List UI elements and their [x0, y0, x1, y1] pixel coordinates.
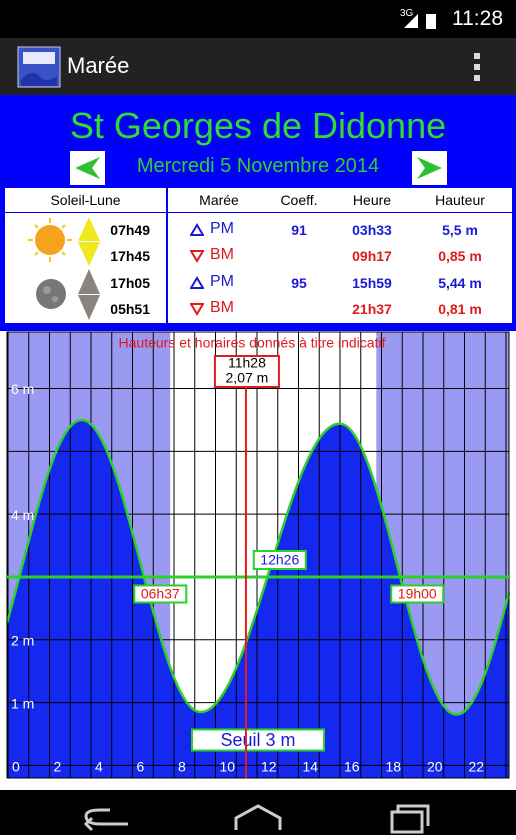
y-tick-label: 4 m — [11, 507, 34, 523]
nav-buttons[interactable] — [0, 790, 516, 835]
now-height: 2,07 m — [226, 370, 269, 386]
tide-height: 0,81 m — [438, 301, 482, 317]
threshold-label-box — [191, 728, 325, 752]
x-tick-label: 16 — [344, 759, 360, 775]
x-tick-label: 0 — [12, 759, 20, 775]
tide-height: 5,5 m — [442, 222, 478, 238]
place: St Georges de Didonne — [69, 105, 447, 146]
crossing-time-box — [390, 584, 445, 604]
sun-moon-icons — [28, 217, 100, 320]
x-tick-label: 14 — [303, 759, 319, 775]
tide-icon — [190, 250, 204, 263]
app-title: Marée — [67, 53, 130, 78]
date: Mercredi 5 Novembre 2014 — [136, 155, 380, 177]
tide-icon — [190, 223, 204, 236]
now-box — [213, 355, 280, 388]
tide-time: 03h33 — [352, 222, 392, 238]
x-tick-label: 8 — [178, 759, 186, 775]
x-tick-label: 18 — [386, 759, 402, 775]
tide-type: BM — [210, 246, 234, 263]
tide-curve — [5, 418, 511, 716]
tide-type: BM — [210, 299, 234, 316]
crossing-time-box — [133, 584, 188, 604]
threshold-label: Seuil 3 m — [220, 730, 295, 750]
tide-icon — [190, 276, 204, 289]
x-tick-label: 24 — [510, 759, 516, 775]
crossing-time: 19h00 — [398, 586, 437, 602]
x-tick-label: 4 — [95, 759, 103, 775]
header-cell: Heure — [352, 192, 392, 208]
tide-time: 21h37 — [352, 301, 392, 317]
now-time: 11h28 — [228, 355, 266, 371]
nav-bar — [0, 790, 516, 835]
moonset: 05h51 — [110, 301, 150, 317]
header-cell: Marée — [199, 192, 239, 208]
x-tick-label: 10 — [220, 759, 236, 775]
x-tick-label: 6 — [137, 759, 145, 775]
header-cell: Soleil-Lune — [50, 192, 121, 208]
duration-box — [252, 549, 307, 570]
chart-frame — [6, 331, 510, 779]
moonrise: 17h05 — [110, 275, 150, 291]
x-tick-label: 20 — [427, 759, 443, 775]
status-icons — [404, 14, 436, 29]
x-tick-label: 22 — [469, 759, 485, 775]
next-day[interactable] — [412, 151, 447, 185]
tide-time: 15h59 — [352, 275, 392, 291]
crossing-time: 06h37 — [141, 586, 180, 602]
col-rule — [166, 188, 168, 323]
sunset: 17h45 — [110, 248, 150, 264]
header-panel: St Georges de Didonne Mercredi 5 Novembr… — [0, 95, 516, 331]
duration: 12h26 — [260, 552, 299, 568]
tide-time: 09h17 — [352, 248, 392, 264]
y-tick-label: 1 m — [11, 695, 34, 711]
tide-type: PM — [210, 220, 234, 237]
x-tick-label: 2 — [54, 759, 62, 775]
tide-type: PM — [210, 273, 234, 290]
prev-day[interactable] — [70, 151, 105, 185]
x-tick-label: 12 — [261, 759, 277, 775]
status-bar: 3G 11:28 — [0, 0, 516, 38]
app-bar: Marée — [0, 38, 516, 95]
header-cell: Coeff. — [280, 192, 318, 208]
y-tick-label: 2 m — [11, 633, 34, 649]
tide-icon — [190, 303, 204, 316]
note: Hauteurs et horaires donnés à titre indi… — [119, 335, 386, 351]
y-tick-label: 6 m — [11, 381, 34, 397]
clock: 11:28 — [452, 7, 503, 30]
header-cell: Hauteur — [435, 192, 485, 208]
network: 3G — [400, 8, 414, 19]
coeff: 95 — [291, 275, 307, 291]
row-rule — [5, 212, 512, 213]
coeff: 91 — [291, 222, 307, 238]
tide-height: 0,85 m — [438, 248, 482, 264]
tide-table: Soleil-Lune Marée Coeff. Heure Hauteur 0… — [5, 188, 512, 323]
app-icon[interactable] — [17, 46, 61, 88]
tide-height: 5,44 m — [438, 275, 482, 291]
sunrise: 07h49 — [110, 222, 150, 238]
menu[interactable] — [470, 50, 484, 84]
